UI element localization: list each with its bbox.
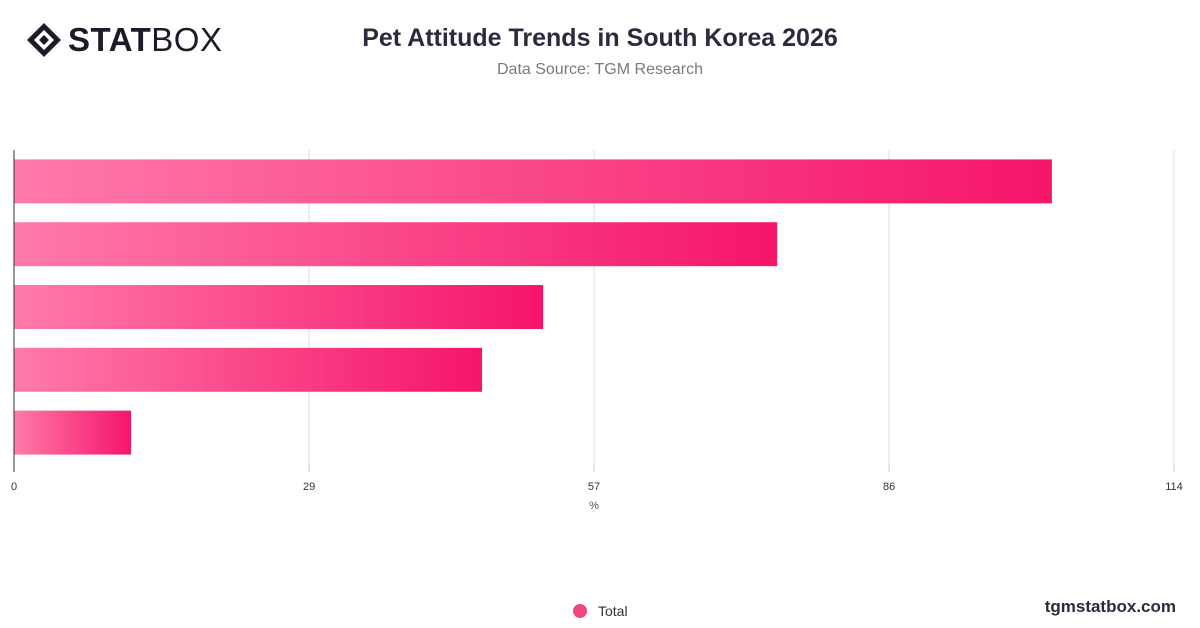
logo-wordmark: STATBOX [68,22,222,58]
watermark: tgmstatbox.com [1044,597,1176,616]
x-tick-label: 0 [11,481,17,493]
x-axis-label: % [589,500,599,512]
bar[interactable] [14,410,132,455]
x-axis: 0 29 57 86 114% [11,150,1183,512]
bar[interactable] [14,159,1052,204]
bar[interactable] [14,285,544,329]
x-tick-label: 86 [883,481,895,493]
bar[interactable] [14,347,483,392]
legend-dot-icon [573,604,587,618]
bar-chart: 0 29 57 86 114% [11,150,1183,512]
legend[interactable]: Total [573,603,628,619]
logo-text-light: BOX [151,21,223,58]
statbox-diamond-icon [27,23,61,57]
bar[interactable] [14,222,778,267]
x-tick-label: 114 [1165,481,1183,493]
bars [14,159,1052,455]
statbox-logo: STATBOX [26,22,222,58]
logo-text-bold: STAT [68,21,152,58]
legend-label-total: Total [598,603,628,619]
chart-title: Pet Attitude Trends in South Korea 2026 [362,24,838,52]
x-tick-label: 29 [303,481,315,493]
chart-subtitle: Data Source: TGM Research [496,61,703,78]
x-tick-label: 57 [588,481,600,493]
